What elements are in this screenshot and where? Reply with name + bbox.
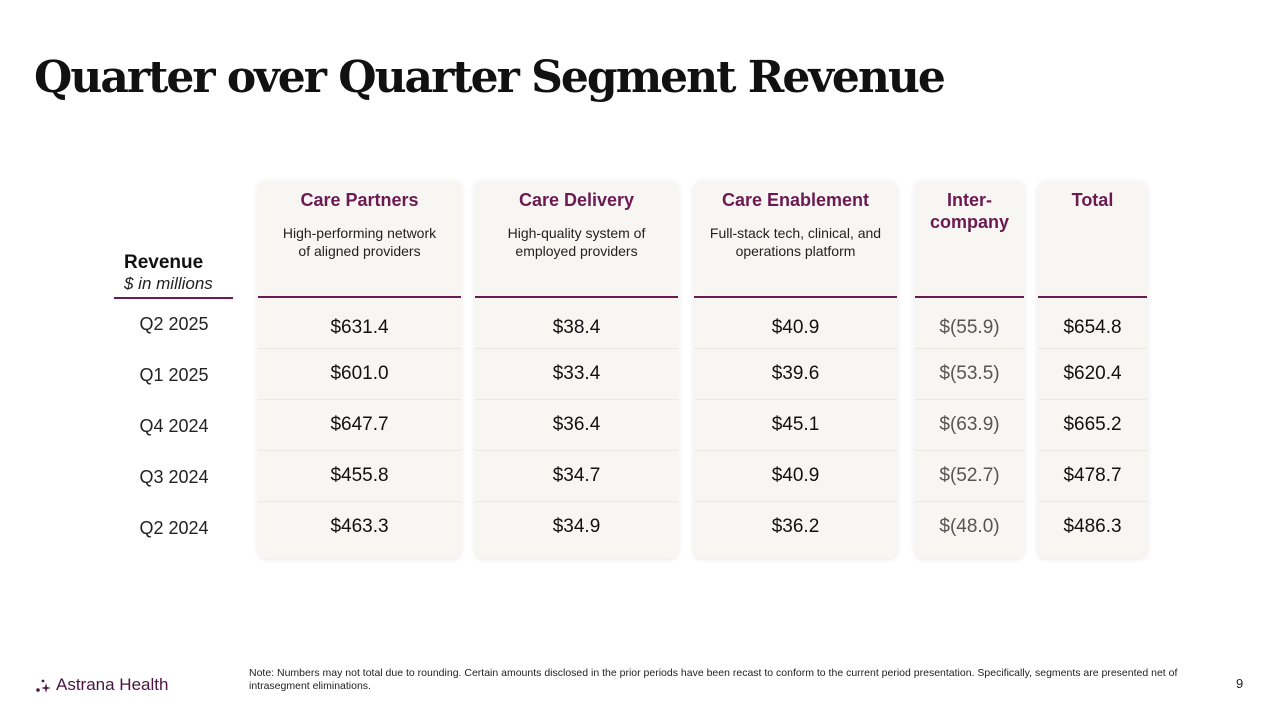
description-line: of aligned providers [298,243,421,259]
description-line: High-performing network [282,225,437,241]
value-cell: $36.4 [475,399,678,450]
period-label: Q2 2025 [139,314,209,334]
page-title: Quarter over Quarter Segment Revenue [34,52,946,103]
page-number: 9 [1236,676,1244,691]
revenue-header: Revenue $ in millions [114,252,232,294]
company-logo: Astrana Health [34,675,168,695]
revenue-unit: $ in millions [124,274,213,293]
value-cell: $36.2 [694,501,897,552]
column-header-rule [258,296,461,298]
value-cell: $(53.5) [915,348,1024,399]
description-line: High-quality system of [507,225,646,241]
value-cell: $647.7 [258,399,461,450]
value-cell: $665.2 [1038,399,1147,450]
column-title: Care Delivery [518,190,635,210]
column-header-rule [915,296,1024,298]
footnote: Note: Numbers may not total due to round… [249,667,1178,692]
column-title-line: company [929,212,1010,232]
value-cell: $620.4 [1038,348,1147,399]
period-label: Q3 2024 [139,467,209,487]
value-cell: $34.7 [475,450,678,501]
column-intercompany: Inter- company $(55.9) $(53.5) $(63.9) $… [915,181,1024,558]
value-cell: $601.0 [258,348,461,399]
period-label: Q2 2024 [139,518,209,538]
value-cell: $455.8 [258,450,461,501]
description-line: operations platform [735,243,856,259]
column-description: High-quality system of employed provider… [475,224,678,260]
column-header-rule [1038,296,1147,298]
description-line: Full-stack tech, clinical, and [709,225,882,241]
revenue-label: Revenue [124,252,204,273]
value-cell: $631.4 [330,316,389,338]
value-cell: $40.9 [771,316,820,338]
column-care-delivery: Care Delivery High-quality system of emp… [475,181,678,558]
value-cell: $(55.9) [939,316,1000,338]
column-header-rule [694,296,897,298]
column-title: Inter- company [915,189,1024,233]
value-cell: $463.3 [258,501,461,552]
value-cell: $486.3 [1038,501,1147,552]
value-cell: $(63.9) [915,399,1024,450]
value-cell: $45.1 [694,399,897,450]
column-title: Care Partners [300,190,419,210]
value-cell: $(48.0) [915,501,1024,552]
value-cell: $34.9 [475,501,678,552]
column-title: Total [1071,190,1114,210]
period-label: Q1 2025 [139,365,209,385]
column-total: Total $654.8 $620.4 $665.2 $478.7 $486.3 [1038,181,1147,558]
value-cell: $38.4 [552,316,601,338]
column-care-enablement: Care Enablement Full-stack tech, clinica… [694,181,897,558]
logo-text: Astrana Health [56,675,169,694]
sparkle-logo-icon [34,676,52,694]
value-cell: $40.9 [694,450,897,501]
value-cell: $(52.7) [915,450,1024,501]
column-description: High-performing network of aligned provi… [258,224,461,260]
description-line: employed providers [515,243,638,259]
value-cell: $33.4 [475,348,678,399]
column-title-line: Inter- [947,190,992,210]
column-title: Care Enablement [721,190,870,210]
value-cell: $478.7 [1038,450,1147,501]
column-header-rule [475,296,678,298]
column-care-partners: Care Partners High-performing network of… [258,181,461,558]
column-description: Full-stack tech, clinical, and operation… [694,224,897,260]
revenue-header-rule [114,297,233,299]
period-label: Q4 2024 [139,416,209,436]
value-cell: $654.8 [1063,316,1122,338]
value-cell: $39.6 [694,348,897,399]
